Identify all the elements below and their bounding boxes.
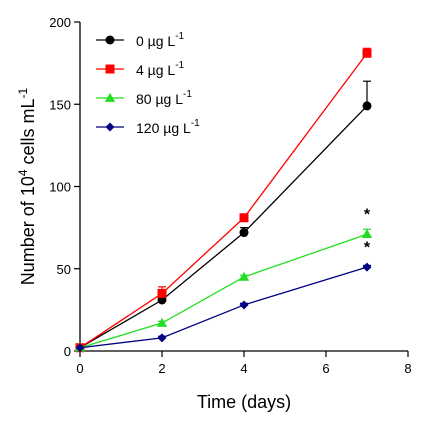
- data-point-circle: [239, 228, 249, 238]
- legend-label: 80 µg L-1: [136, 89, 192, 107]
- data-point-triangle: [104, 92, 116, 102]
- series-line: [79, 266, 368, 349]
- series-line: [79, 233, 368, 349]
- legend-item: 80 µg L-1: [96, 89, 192, 107]
- legend-item: 0 µg L-1: [96, 31, 185, 49]
- series-1: [75, 47, 372, 353]
- legend-label: 0 µg L-1: [136, 31, 185, 49]
- legend-label-text: 120 µg L: [136, 120, 191, 136]
- data-point-square: [157, 288, 167, 298]
- series-2: [74, 228, 373, 352]
- series-line: [79, 52, 368, 349]
- data-point-diamond: [362, 262, 372, 272]
- y-title-text: Number of 10: [18, 176, 38, 285]
- x-tick-label: 0: [76, 361, 83, 376]
- series-line: [79, 105, 368, 349]
- series-layer: [74, 47, 373, 353]
- x-tick-label: 8: [404, 361, 411, 376]
- x-tick-label: 4: [240, 361, 247, 376]
- data-point-diamond: [157, 333, 167, 343]
- y-title-superscript: -1: [16, 87, 30, 98]
- annotations-layer: **: [364, 206, 371, 256]
- data-point-circle: [105, 35, 115, 45]
- legend-label-superscript: -1: [183, 89, 192, 100]
- legend-label-superscript: -1: [191, 118, 200, 129]
- legend-label: 120 µg L-1: [136, 118, 200, 136]
- data-point-diamond: [239, 300, 249, 310]
- data-point-diamond: [105, 122, 115, 132]
- data-point-triangle: [156, 317, 168, 327]
- data-point-square: [362, 48, 372, 58]
- data-point-square: [239, 213, 249, 223]
- legend-label-text: 4 µg L: [136, 62, 175, 78]
- legend-label-superscript: -1: [175, 31, 184, 42]
- data-point-triangle: [361, 229, 373, 239]
- y-title-text: cells mL: [18, 98, 38, 169]
- axes-layer: 0 2 4 6 8 0 50 100 150 200: [49, 15, 411, 376]
- data-point-square: [105, 64, 115, 74]
- significance-marker: *: [364, 206, 371, 223]
- legend-label-text: 80 µg L: [136, 91, 183, 107]
- series-0: [75, 80, 372, 353]
- data-point-circle: [362, 101, 372, 111]
- x-axis-title: Time (days): [197, 392, 291, 412]
- data-point-triangle: [238, 271, 250, 281]
- y-tick-label: 50: [57, 262, 71, 277]
- y-tick-label: 0: [64, 344, 71, 359]
- legend-label-text: 0 µg L: [136, 33, 175, 49]
- legend-label-superscript: -1: [175, 60, 184, 71]
- y-tick-label: 150: [49, 97, 71, 112]
- legend-item: 4 µg L-1: [96, 60, 185, 78]
- data-point-diamond: [75, 343, 85, 353]
- y-title-superscript: 4: [16, 169, 30, 176]
- legend-item: 120 µg L-1: [96, 118, 200, 136]
- y-tick-label: 200: [49, 15, 71, 30]
- significance-marker: *: [364, 239, 371, 256]
- y-axis-title: Number of 104 cells mL-1: [16, 87, 38, 285]
- legend-label: 4 µg L-1: [136, 60, 185, 78]
- x-tick-label: 2: [158, 361, 165, 376]
- series-3: [75, 262, 372, 353]
- x-tick-label: 6: [322, 361, 329, 376]
- y-tick-label: 100: [49, 180, 71, 195]
